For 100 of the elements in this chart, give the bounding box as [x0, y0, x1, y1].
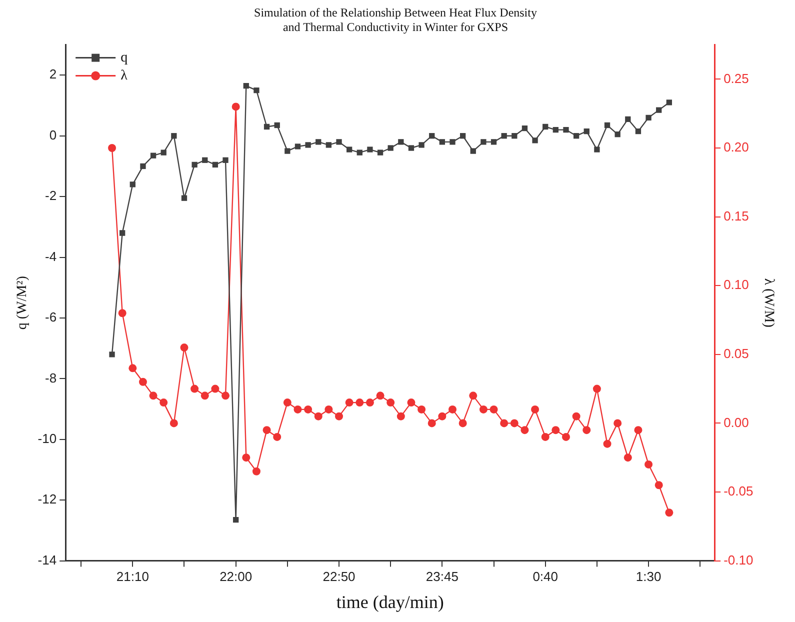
- x-tick-label: 1:30: [636, 569, 662, 584]
- point: [346, 146, 352, 152]
- point: [345, 398, 354, 407]
- point: [366, 398, 374, 407]
- point: [438, 412, 446, 420]
- point: [262, 426, 271, 434]
- point: [222, 392, 230, 400]
- point: [665, 508, 674, 517]
- y-tick-label: 2: [49, 66, 57, 82]
- point: [634, 426, 642, 434]
- point: [367, 146, 373, 152]
- point: [428, 419, 436, 428]
- point: [522, 125, 528, 132]
- point: [192, 162, 198, 168]
- point: [614, 132, 620, 138]
- y-tick-label: -8: [45, 370, 57, 386]
- point: [480, 139, 486, 145]
- point: [388, 145, 394, 151]
- point: [324, 405, 333, 414]
- point: [336, 139, 342, 145]
- point: [222, 157, 228, 163]
- point: [469, 392, 478, 400]
- point: [396, 412, 405, 420]
- y-tick-label: -12: [38, 492, 57, 507]
- x-axis-title: time (day/min): [336, 592, 444, 612]
- y-tick-label: -6: [45, 310, 57, 325]
- point: [603, 440, 612, 448]
- y2-tick-label: 0.00: [724, 414, 749, 430]
- point: [562, 432, 570, 441]
- point: [604, 122, 610, 128]
- point: [510, 419, 518, 428]
- point: [273, 432, 282, 441]
- point: [418, 405, 426, 414]
- point: [140, 163, 146, 170]
- point: [532, 138, 538, 144]
- y2-tick-label: -0.05: [724, 484, 754, 499]
- y2-tick-label: 0.25: [724, 70, 749, 86]
- point: [644, 460, 653, 468]
- point: [314, 412, 322, 420]
- point: [242, 454, 250, 462]
- point: [128, 364, 137, 372]
- y-tick-label: -14: [38, 552, 57, 568]
- point: [109, 352, 115, 358]
- point: [108, 144, 116, 152]
- point: [386, 398, 395, 407]
- point: [552, 126, 559, 133]
- point: [448, 405, 456, 414]
- point: [666, 100, 672, 106]
- point: [470, 148, 476, 154]
- point: [500, 419, 508, 428]
- point: [501, 133, 507, 139]
- point: [614, 419, 622, 428]
- point: [377, 150, 384, 156]
- point: [232, 102, 240, 111]
- point: [654, 481, 663, 490]
- point: [252, 467, 260, 476]
- point: [170, 419, 178, 428]
- x-tick-label: 22:00: [220, 569, 252, 584]
- point: [326, 142, 332, 148]
- point: [408, 145, 414, 151]
- point: [439, 139, 446, 145]
- point: [118, 309, 126, 318]
- point: [594, 146, 600, 152]
- point: [284, 148, 290, 154]
- y-tick-label: -2: [45, 188, 57, 204]
- point: [181, 195, 188, 201]
- point: [512, 133, 518, 139]
- point: [479, 405, 488, 414]
- point: [356, 398, 364, 407]
- point: [304, 405, 312, 414]
- point: [305, 142, 311, 148]
- point: [171, 133, 177, 139]
- point: [294, 405, 302, 414]
- point: [200, 392, 209, 400]
- legend-label: q: [120, 50, 128, 66]
- point: [120, 230, 126, 236]
- point: [150, 152, 156, 158]
- point: [582, 426, 591, 434]
- point: [130, 182, 136, 188]
- point: [656, 107, 662, 113]
- y-tick-label: -10: [38, 430, 57, 446]
- point: [149, 392, 158, 400]
- point: [625, 116, 631, 122]
- point: [429, 133, 435, 139]
- point: [316, 139, 322, 145]
- point: [335, 412, 344, 420]
- x-tick-label: 23:45: [426, 569, 458, 584]
- point: [407, 398, 416, 407]
- legend-label: λ: [120, 68, 128, 84]
- point: [160, 150, 166, 156]
- y2-tick-label: 0.15: [724, 208, 749, 224]
- y2-tick-label: -0.10: [724, 552, 754, 568]
- y2-tick-label: 0.10: [724, 277, 749, 292]
- x-tick-label: 21:10: [116, 569, 149, 584]
- point: [254, 88, 260, 94]
- point: [490, 405, 498, 414]
- chart-title: Simulation of the Relationship Between Heat Flux Density and Thermal Conductivity in Winter for GXPS: [254, 5, 537, 34]
- y2-tick-label: 0.20: [724, 140, 749, 155]
- y2-axis-title: λ (W/M): [760, 278, 776, 328]
- point: [541, 432, 550, 441]
